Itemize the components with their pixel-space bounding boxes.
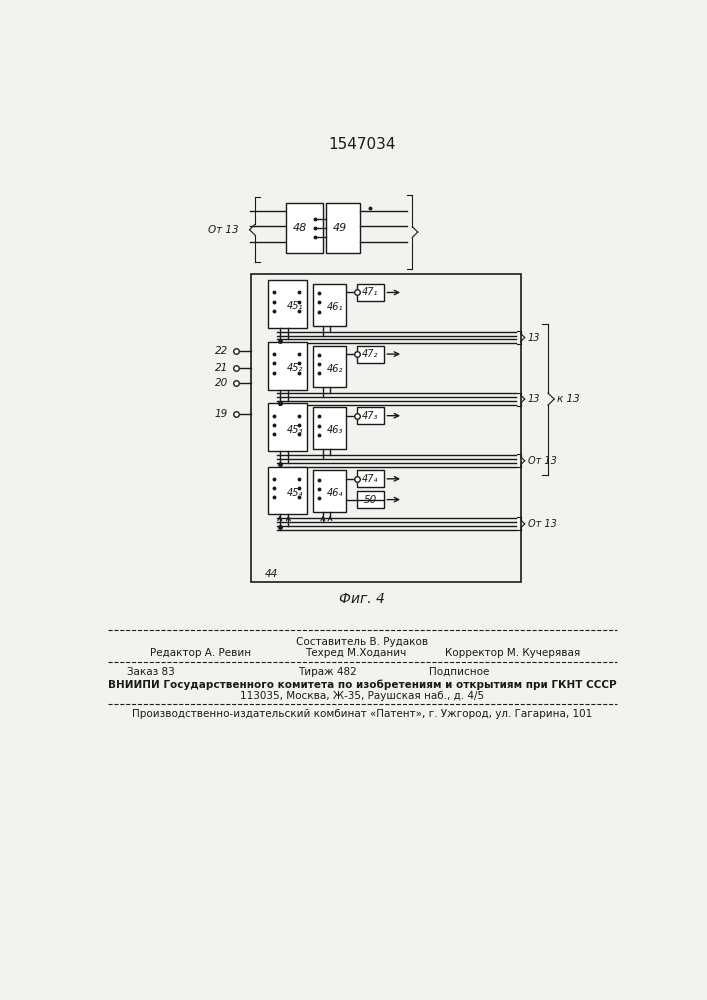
Text: 47₃: 47₃ (362, 411, 379, 421)
Text: Подписное: Подписное (429, 667, 490, 677)
Text: Техред М.Ходанич: Техред М.Ходанич (305, 648, 407, 658)
Text: 13: 13 (528, 394, 540, 404)
Bar (356, 407, 385, 424)
Bar (356, 491, 385, 508)
Bar (251, 274, 521, 582)
Text: ВНИИПИ Государственного комитета по изобретениям и открытиям при ГКНТ СССР: ВНИИПИ Государственного комитета по изоб… (107, 680, 617, 690)
Text: 21: 21 (215, 363, 228, 373)
Text: Производственно-издательский комбинат «Патент», г. Ужгород, ул. Гагарина, 101: Производственно-издательский комбинат «П… (132, 709, 592, 719)
Text: 13: 13 (528, 333, 540, 343)
Text: Oт 13: Oт 13 (528, 519, 556, 529)
Text: 46₃: 46₃ (327, 425, 344, 435)
Text: 20: 20 (215, 378, 228, 388)
Text: 45₁: 45₁ (286, 301, 303, 311)
Text: 45₃: 45₃ (286, 425, 303, 435)
Text: 22: 22 (215, 346, 228, 356)
Bar (286, 203, 323, 253)
Bar (356, 470, 385, 487)
Text: 19: 19 (215, 409, 228, 419)
Text: Редактор А. Ревин: Редактор А. Ревин (151, 648, 252, 658)
Text: 49: 49 (333, 223, 347, 233)
Text: 44: 44 (265, 569, 279, 579)
Text: 48: 48 (293, 223, 308, 233)
Text: к 13: к 13 (557, 394, 580, 404)
Text: Oт 13: Oт 13 (528, 456, 556, 466)
Text: 46₂: 46₂ (327, 364, 344, 374)
Bar (268, 403, 307, 451)
Text: Фиг. 4: Фиг. 4 (339, 592, 385, 606)
Text: Составитель В. Рудаков: Составитель В. Рудаков (296, 637, 428, 647)
Text: 47₁: 47₁ (362, 287, 379, 297)
Bar (268, 280, 307, 328)
Text: 46₁: 46₁ (327, 302, 344, 312)
Text: Тираж 482: Тираж 482 (298, 667, 356, 677)
Bar (313, 346, 346, 387)
Text: 45₂: 45₂ (286, 363, 303, 373)
Text: Корректор М. Кучерявая: Корректор М. Кучерявая (445, 648, 580, 658)
Bar (268, 466, 307, 514)
Bar (327, 203, 361, 253)
Text: Заказ 83: Заказ 83 (127, 667, 175, 677)
Text: 113035, Москва, Ж-35, Раушская наб., д. 4/5: 113035, Москва, Ж-35, Раушская наб., д. … (240, 691, 484, 701)
Bar (313, 284, 346, 326)
Text: 47₂: 47₂ (362, 349, 379, 359)
Text: 45₄: 45₄ (286, 488, 303, 498)
Bar (356, 284, 385, 301)
Bar (313, 407, 346, 449)
Text: 46₄: 46₄ (327, 488, 344, 498)
Text: 50: 50 (364, 495, 377, 505)
Text: Oт 13: Oт 13 (208, 225, 239, 235)
Text: 1547034: 1547034 (328, 137, 396, 152)
Bar (313, 470, 346, 512)
Bar (268, 342, 307, 389)
Text: 47₄: 47₄ (362, 474, 379, 484)
Bar (356, 346, 385, 363)
